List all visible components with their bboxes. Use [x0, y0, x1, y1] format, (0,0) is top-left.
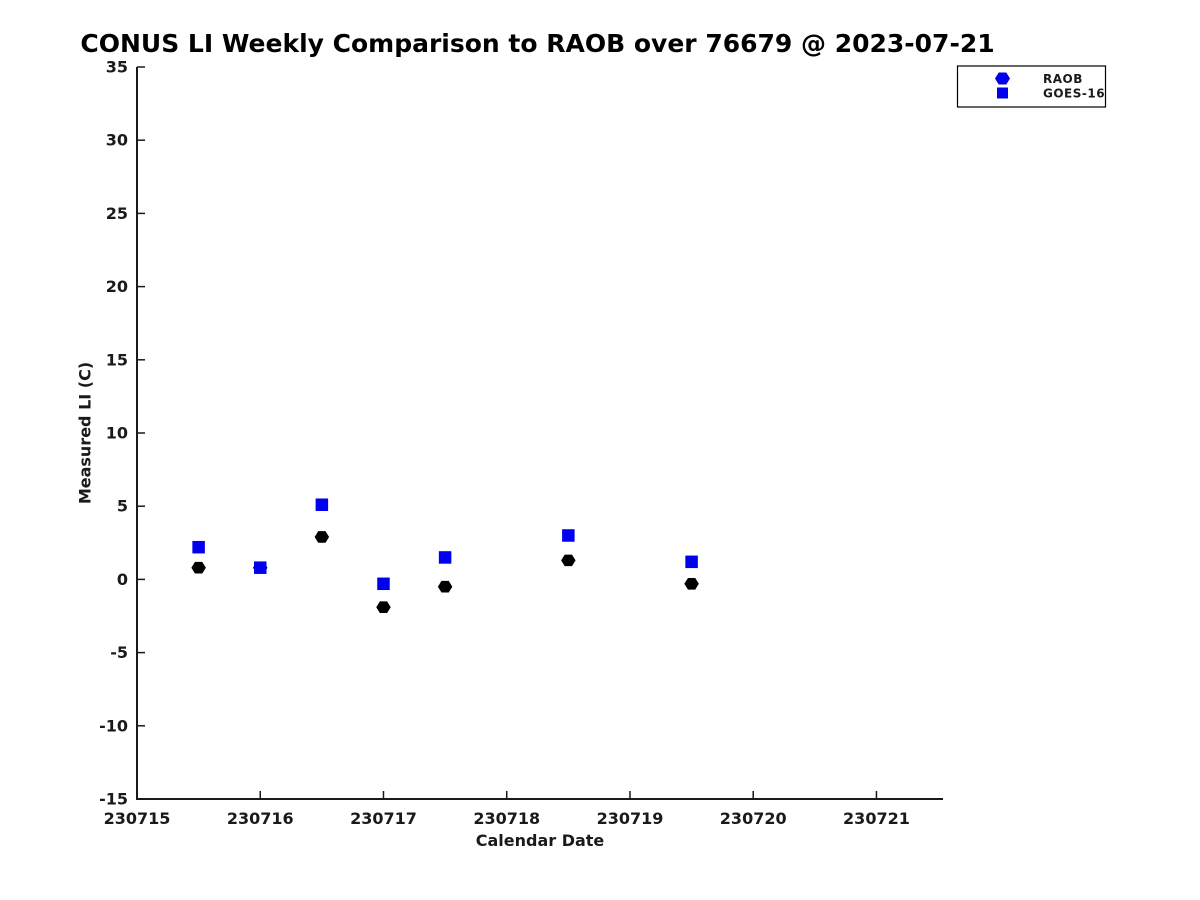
y-tick-label: -15 — [99, 790, 128, 809]
y-tick-label: 20 — [106, 277, 128, 296]
x-tick-label: 230719 — [597, 809, 664, 828]
x-axis-label: Calendar Date — [475, 831, 605, 850]
y-tick-label: 35 — [106, 58, 128, 77]
goes16-marker — [377, 577, 390, 591]
goes16-marker — [253, 561, 267, 574]
goes16-marker — [438, 551, 452, 564]
x-tick-label: 230717 — [350, 809, 417, 828]
y-tick-label: 10 — [106, 424, 128, 443]
raob-marker — [561, 554, 576, 567]
x-tick-label: 230720 — [720, 809, 787, 828]
chart-title: CONUS LI Weekly Comparison to RAOB over … — [80, 29, 995, 58]
y-tick-label: -10 — [99, 716, 128, 735]
x-tick-label: 230718 — [473, 809, 540, 828]
goes16-marker — [685, 555, 698, 569]
y-tick-label: 15 — [106, 350, 128, 369]
y-tick-label: 0 — [117, 570, 128, 589]
x-tick-label: 230721 — [843, 809, 910, 828]
legend-marker-raob — [994, 72, 1011, 85]
legend-box — [956, 65, 1107, 108]
y-tick-label: 30 — [106, 131, 128, 150]
goes16-marker — [192, 540, 205, 554]
y-tick-label: -5 — [110, 643, 128, 662]
raob-marker — [684, 577, 699, 590]
goes16-marker — [562, 529, 575, 542]
legend-label-raob: RAOB — [1043, 72, 1083, 86]
legend-marker-goes16 — [997, 87, 1008, 99]
raob-marker — [314, 531, 330, 543]
x-tick-label: 230715 — [104, 809, 171, 828]
x-tick-label: 230716 — [227, 809, 294, 828]
y-tick-label: 25 — [106, 204, 128, 223]
y-tick-label: 5 — [117, 497, 128, 516]
raob-marker — [376, 601, 391, 614]
legend-label-goes16: GOES-16 — [1043, 87, 1105, 101]
raob-marker — [191, 561, 206, 574]
raob-marker — [437, 580, 453, 593]
goes16-marker — [315, 498, 329, 511]
